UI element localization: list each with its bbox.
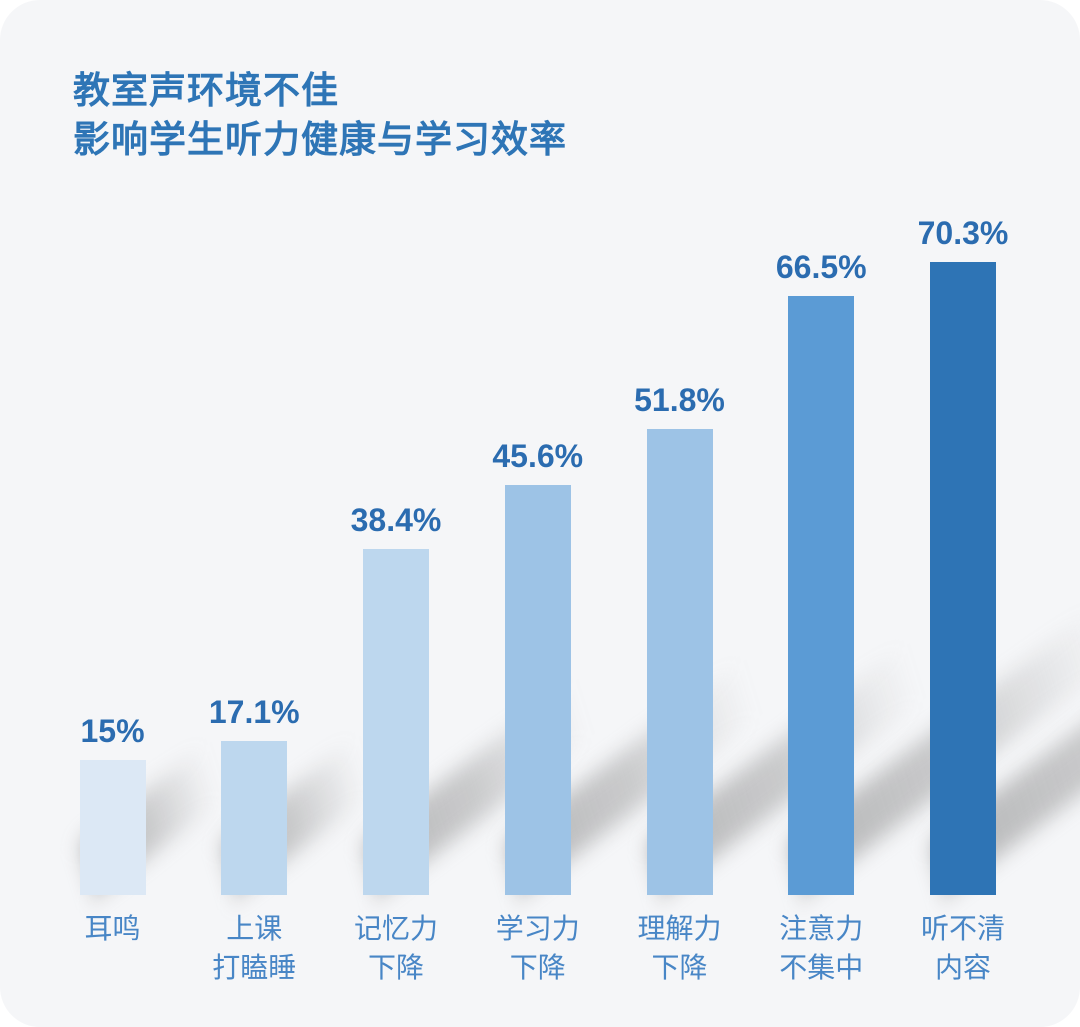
bar-category-label: 理解力 下降 bbox=[637, 913, 722, 983]
bar-value-label: 15% bbox=[80, 713, 145, 749]
chart-title-line1: 教室声环境不佳 bbox=[73, 70, 339, 111]
bar-6 bbox=[788, 296, 855, 895]
bar-4 bbox=[504, 485, 571, 895]
bar-category-label: 耳鸣 bbox=[84, 913, 141, 944]
bar-category-label: 记忆力 下降 bbox=[353, 913, 439, 983]
bar-1 bbox=[79, 760, 146, 895]
bar-category-label: 注意力 不集中 bbox=[779, 913, 864, 983]
bar-2 bbox=[221, 741, 288, 895]
bar-category-label: 听不清 内容 bbox=[920, 913, 1006, 983]
bar-3 bbox=[363, 549, 429, 895]
bar-category-label: 上课 打瞌睡 bbox=[212, 913, 297, 983]
bar-5 bbox=[646, 429, 713, 895]
bar-value-label: 17.1% bbox=[208, 694, 300, 730]
bar-value-label: 51.8% bbox=[634, 382, 725, 418]
bar-value-label: 45.6% bbox=[492, 438, 584, 474]
chart-title: 教室声环境不佳 影响学生听力健康与学习效率 bbox=[73, 66, 567, 164]
bar-value-label: 70.3% bbox=[917, 215, 1009, 251]
bar-7 bbox=[930, 262, 996, 895]
bar-category-label: 学习力 下降 bbox=[495, 913, 580, 983]
bar-value-label: 38.4% bbox=[350, 502, 442, 538]
bar-value-label: 66.5% bbox=[775, 249, 867, 285]
chart-title-line2: 影响学生听力健康与学习效率 bbox=[73, 119, 567, 160]
